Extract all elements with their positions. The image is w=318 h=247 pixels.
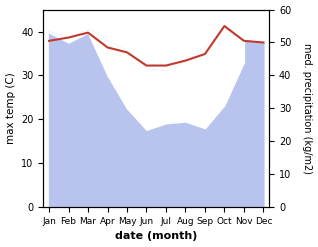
X-axis label: date (month): date (month) — [115, 231, 197, 242]
Y-axis label: max temp (C): max temp (C) — [5, 72, 16, 144]
Y-axis label: med. precipitation (kg/m2): med. precipitation (kg/m2) — [302, 43, 313, 174]
